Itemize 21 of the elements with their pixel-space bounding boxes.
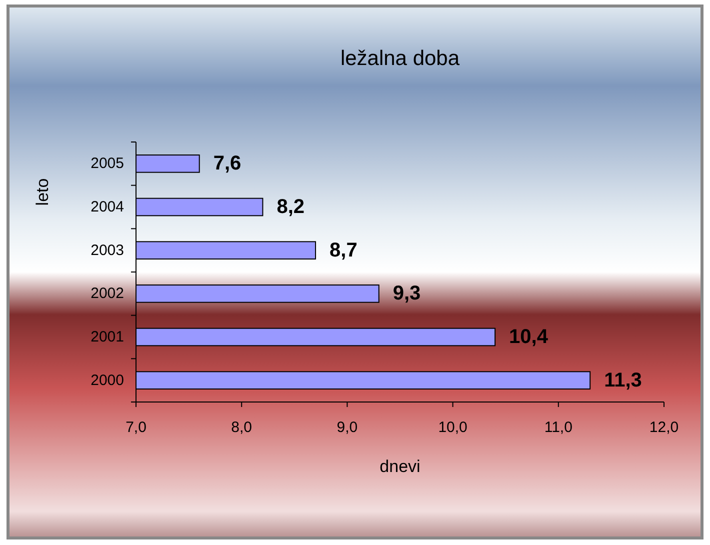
x-tick-label: 10,0	[438, 419, 468, 436]
x-tick-label: 9,0	[336, 419, 358, 436]
y-tick-label: 2005	[90, 155, 124, 172]
y-tick-label: 2001	[90, 328, 124, 346]
y-tick-label: 2002	[90, 285, 124, 302]
data-label: 10,4	[509, 326, 549, 348]
data-label: 9,3	[392, 282, 421, 305]
x-tick-label: 11,0	[544, 419, 572, 436]
y-tick-label: 2000	[90, 372, 124, 389]
data-label: 8,2	[276, 196, 305, 218]
data-label: 7,6	[213, 152, 242, 175]
x-tick-label: 12,0	[649, 419, 679, 436]
x-tick-label: 7,0	[126, 419, 146, 436]
chart-title: ležalna doba	[340, 47, 460, 70]
y-tick-label: 2004	[90, 198, 124, 216]
data-label: 11,3	[604, 369, 642, 392]
y-tick-label: 2003	[90, 242, 124, 259]
y-axis-title: leto	[33, 178, 52, 206]
data-label: 8,7	[330, 239, 358, 262]
x-axis-title: dnevi	[380, 457, 420, 476]
x-tick-label: 8,0	[231, 419, 252, 436]
